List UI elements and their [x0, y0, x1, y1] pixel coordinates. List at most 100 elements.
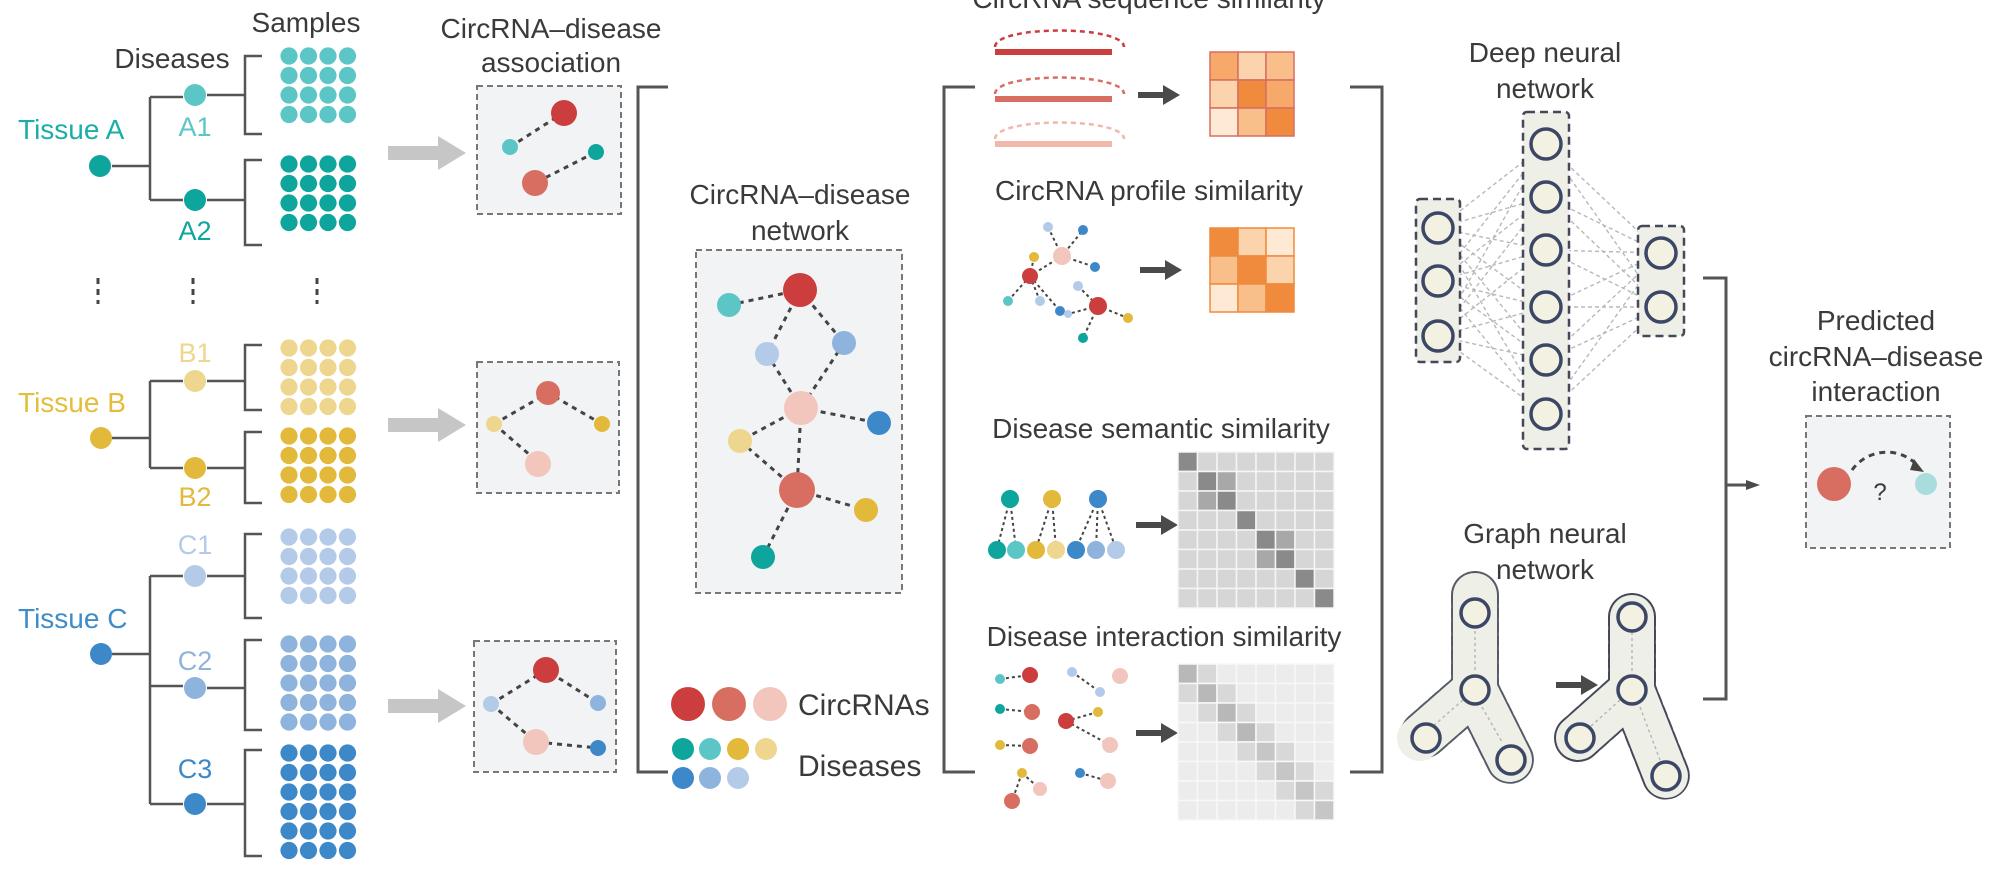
matrix-cell [1255, 587, 1277, 609]
sample-dot [338, 105, 357, 124]
disease-c3-node [184, 793, 206, 815]
profile-node [1029, 252, 1039, 262]
disease-a-links [207, 93, 245, 202]
sample-dot [319, 466, 337, 484]
sample-dot [319, 86, 337, 104]
sample-dot [280, 528, 298, 546]
association-title-line1: CircRNA–disease [441, 13, 662, 44]
sample-dot [338, 86, 357, 104]
sample-dot [338, 174, 357, 193]
network-column: CircRNA–disease network CircRNAs Disease… [671, 179, 930, 789]
interaction-node [995, 704, 1005, 714]
association-b-circrna-1 [536, 381, 560, 405]
interaction-node [1100, 773, 1116, 789]
disease-c2-node [184, 677, 206, 699]
disease-a2-node [184, 189, 206, 211]
sample-dot [338, 674, 357, 692]
sample-dot [299, 822, 318, 840]
matrix-cell [1255, 529, 1277, 551]
sample-dot [338, 397, 357, 416]
dnn-neuron [1529, 127, 1563, 161]
disease-b-links [207, 379, 245, 470]
tissue-b-node [90, 427, 112, 449]
matrix-cell [1177, 741, 1199, 763]
sample-dot [319, 47, 337, 65]
sample-dot [319, 713, 337, 731]
sample-dot [299, 47, 318, 65]
matrix-cell [1216, 568, 1238, 590]
matrix-cell [1313, 548, 1335, 570]
dnn-neuron [1644, 236, 1678, 270]
matrix-cell [1216, 721, 1238, 743]
profile-node [1123, 313, 1133, 323]
matrix-cell [1177, 721, 1199, 743]
sample-dot [280, 174, 298, 193]
ellipsis-marks [96, 278, 319, 304]
network-circrna-3 [779, 472, 815, 508]
prediction-disease [1915, 473, 1937, 495]
sample-dot [319, 66, 337, 85]
matrix-cell [1196, 799, 1218, 821]
disease-c3-label: C3 [178, 754, 213, 784]
gnn-right-edges [1589, 632, 1661, 761]
matrix-cell [1235, 741, 1257, 763]
matrix-cell [1177, 548, 1199, 570]
matrix-cell [1196, 702, 1218, 724]
sample-dot [299, 155, 318, 173]
sequence-arc-3 [993, 121, 1126, 140]
matrix-cell [1294, 682, 1316, 704]
matrix-cell [1274, 568, 1296, 590]
sequence-arc-2 [993, 76, 1126, 95]
matrix-cell [1235, 760, 1257, 782]
sample-dot [299, 339, 318, 357]
sample-dot [280, 213, 298, 232]
sample-dot [280, 654, 298, 673]
dnn-neuron [1529, 180, 1563, 214]
gnn-right-node [1650, 760, 1682, 792]
legend-circrna-light [753, 687, 787, 721]
sample-dot [299, 674, 318, 692]
gray-arrow-c [388, 689, 466, 723]
matrix-cell [1237, 107, 1267, 137]
matrix-cell [1265, 107, 1295, 137]
matrix-cell [1265, 51, 1295, 81]
sample-dot [280, 635, 298, 653]
matrix-cell [1216, 682, 1238, 704]
matrix-cell [1255, 470, 1277, 492]
sample-dot [299, 105, 318, 124]
legend-circrnas-label: CircRNAs [798, 689, 930, 722]
sample-dot [338, 547, 357, 566]
sample-dot [319, 567, 337, 585]
legend-disease-3 [727, 738, 749, 760]
sample-dot [338, 155, 357, 173]
matrix-cell [1274, 470, 1296, 492]
matrix-cell [1274, 548, 1296, 570]
matrix-cell [1196, 721, 1218, 743]
gnn-title-line1: Graph neural [1463, 518, 1626, 549]
prediction-title-line2: circRNA–disease [1769, 341, 1984, 372]
semantic-child [1047, 541, 1065, 559]
matrix-cell [1255, 741, 1277, 763]
sample-dot [319, 378, 337, 396]
sample-dot [319, 174, 337, 193]
matrix-cell [1274, 780, 1296, 802]
matrix-cell [1294, 799, 1316, 821]
matrix-cell [1209, 283, 1239, 313]
prediction-link [1850, 450, 1920, 471]
matrix-cell [1274, 799, 1296, 821]
gray-arrow-b [388, 408, 466, 442]
matrix-cell [1274, 490, 1296, 512]
gnn-right-node [1616, 601, 1648, 633]
sample-dot [319, 397, 337, 416]
network-title-line2: network [751, 215, 850, 246]
sample-dot [280, 485, 298, 504]
matrix-cell [1294, 663, 1316, 685]
matrix-cell [1274, 741, 1296, 763]
prediction-arrow-head [1746, 480, 1760, 490]
sample-dot [299, 86, 318, 104]
gnn-title-line2: network [1496, 554, 1595, 585]
matrix-cell [1294, 509, 1316, 531]
disease-a1-node [184, 84, 206, 106]
sample-dot [319, 547, 337, 566]
sample-dot [280, 446, 298, 465]
